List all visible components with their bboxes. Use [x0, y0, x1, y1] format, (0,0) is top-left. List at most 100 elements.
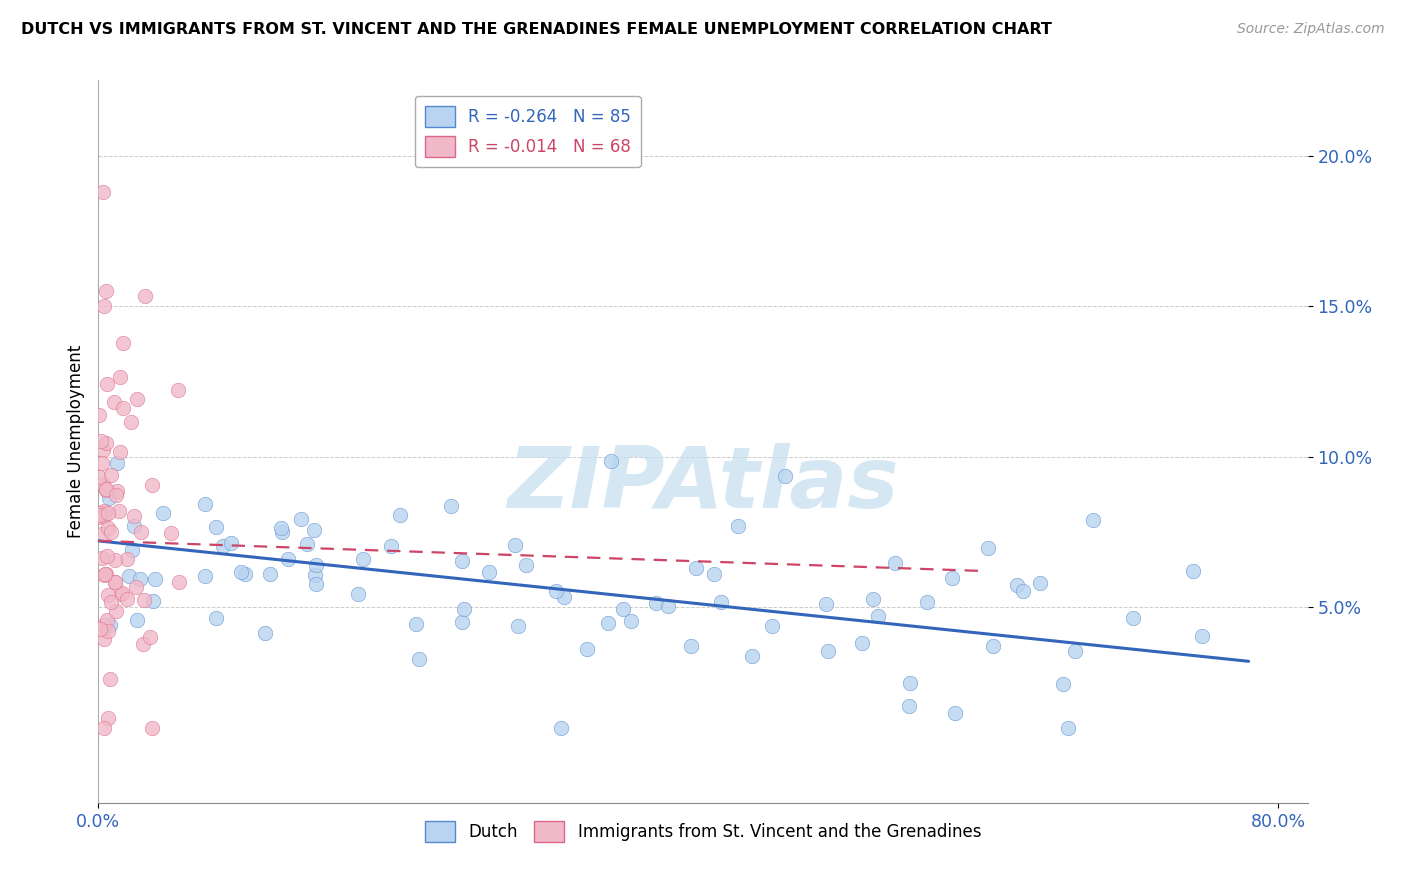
Point: [380, 539, 402, 553]
Point: [89, 469, 111, 483]
Point: [90, 456, 112, 470]
Point: [352, 551, 374, 566]
Point: [727, 519, 749, 533]
Point: [553, 591, 575, 605]
Point: [917, 595, 939, 609]
Point: [90, 510, 112, 524]
Point: [96, 566, 118, 581]
Point: [976, 541, 998, 556]
Point: [94, 483, 117, 497]
Point: [233, 566, 256, 581]
Point: [761, 618, 783, 632]
Point: [1122, 611, 1144, 625]
Point: [167, 574, 190, 589]
Point: [142, 594, 165, 608]
Point: [94, 566, 117, 581]
Point: [681, 639, 703, 653]
Point: [111, 586, 134, 600]
Point: [108, 370, 131, 384]
Point: [117, 552, 139, 566]
Point: [93, 504, 115, 518]
Point: [100, 618, 122, 632]
Point: [134, 289, 156, 303]
Point: [898, 698, 921, 713]
Point: [544, 584, 567, 599]
Point: [97, 521, 120, 535]
Point: [612, 602, 634, 616]
Point: [644, 596, 666, 610]
Point: [883, 556, 905, 570]
Point: [91, 442, 114, 457]
Point: [112, 335, 135, 350]
Point: [91, 477, 114, 491]
Point: [103, 395, 125, 409]
Point: [815, 597, 838, 611]
Point: [115, 592, 138, 607]
Point: [152, 506, 174, 520]
Point: [125, 392, 148, 406]
Point: [741, 649, 763, 664]
Point: [118, 569, 141, 583]
Y-axis label: Female Unemployment: Female Unemployment: [66, 345, 84, 538]
Point: [388, 508, 411, 522]
Point: [96, 613, 118, 627]
Point: [981, 639, 1004, 653]
Point: [440, 499, 463, 513]
Text: Source: ZipAtlas.com: Source: ZipAtlas.com: [1237, 22, 1385, 37]
Point: [107, 503, 129, 517]
Point: [100, 525, 122, 540]
Legend: Dutch, Immigrants from St. Vincent and the Grenadines: Dutch, Immigrants from St. Vincent and t…: [418, 814, 988, 848]
Point: [703, 567, 725, 582]
Point: [941, 571, 963, 585]
Point: [212, 539, 235, 553]
Point: [94, 482, 117, 496]
Point: [1052, 677, 1074, 691]
Point: [129, 524, 152, 539]
Point: [685, 561, 707, 575]
Point: [104, 553, 127, 567]
Point: [97, 506, 120, 520]
Point: [141, 721, 163, 735]
Point: [346, 586, 368, 600]
Point: [709, 595, 731, 609]
Point: [862, 591, 884, 606]
Point: [90, 527, 112, 541]
Point: [93, 299, 115, 313]
Point: [108, 445, 131, 459]
Point: [1063, 643, 1085, 657]
Point: [100, 595, 122, 609]
Point: [851, 636, 873, 650]
Point: [122, 518, 145, 533]
Point: [305, 577, 328, 591]
Point: [159, 526, 181, 541]
Point: [515, 558, 537, 573]
Point: [96, 436, 118, 450]
Point: [868, 608, 890, 623]
Point: [139, 630, 162, 644]
Point: [231, 565, 253, 579]
Point: [295, 537, 318, 551]
Point: [503, 538, 526, 552]
Point: [405, 617, 427, 632]
Point: [98, 672, 121, 686]
Point: [478, 565, 501, 579]
Point: [121, 542, 143, 557]
Point: [817, 644, 839, 658]
Point: [122, 508, 145, 523]
Point: [87, 508, 110, 522]
Point: [194, 568, 217, 582]
Point: [290, 512, 312, 526]
Point: [194, 497, 217, 511]
Point: [89, 506, 111, 520]
Point: [90, 434, 112, 449]
Point: [94, 284, 117, 298]
Point: [1029, 575, 1052, 590]
Point: [110, 587, 132, 601]
Point: [89, 623, 111, 637]
Point: [773, 469, 796, 483]
Point: [125, 580, 148, 594]
Point: [599, 454, 621, 468]
Text: ZIPAtlas: ZIPAtlas: [508, 443, 898, 526]
Point: [270, 525, 292, 540]
Point: [97, 588, 120, 602]
